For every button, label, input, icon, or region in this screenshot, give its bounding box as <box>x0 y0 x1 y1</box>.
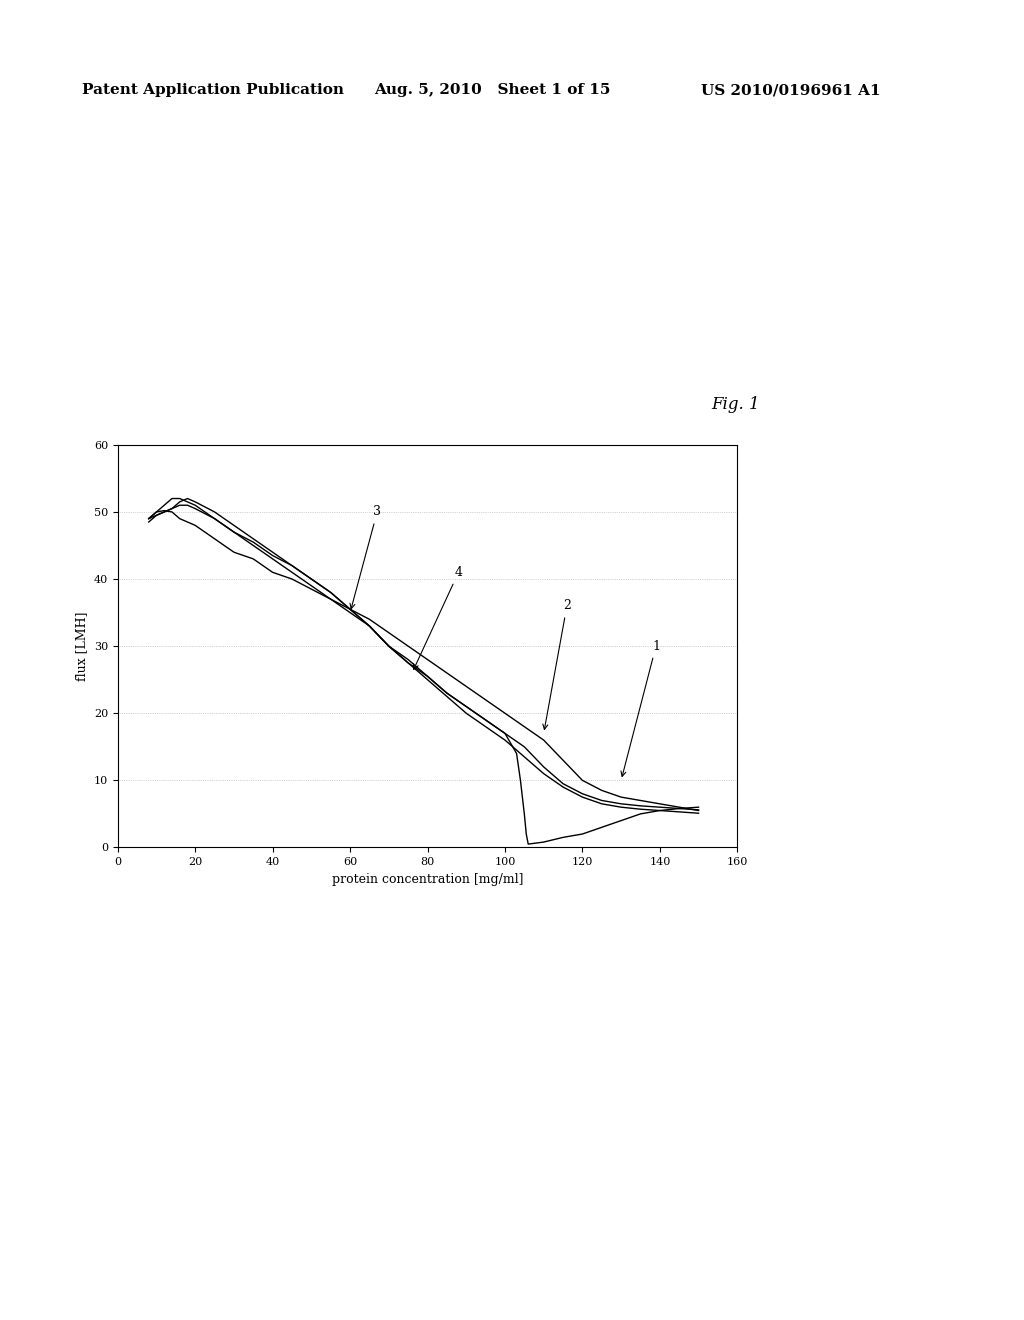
Text: 3: 3 <box>350 506 381 609</box>
Text: US 2010/0196961 A1: US 2010/0196961 A1 <box>701 83 881 98</box>
Text: 4: 4 <box>414 566 463 669</box>
Text: 2: 2 <box>543 599 570 730</box>
Text: Aug. 5, 2010   Sheet 1 of 15: Aug. 5, 2010 Sheet 1 of 15 <box>374 83 610 98</box>
Text: 1: 1 <box>621 640 659 776</box>
Text: Fig. 1: Fig. 1 <box>712 396 760 413</box>
Y-axis label: flux [LMH]: flux [LMH] <box>75 611 88 681</box>
X-axis label: protein concentration [mg/ml]: protein concentration [mg/ml] <box>332 873 523 886</box>
Text: Patent Application Publication: Patent Application Publication <box>82 83 344 98</box>
